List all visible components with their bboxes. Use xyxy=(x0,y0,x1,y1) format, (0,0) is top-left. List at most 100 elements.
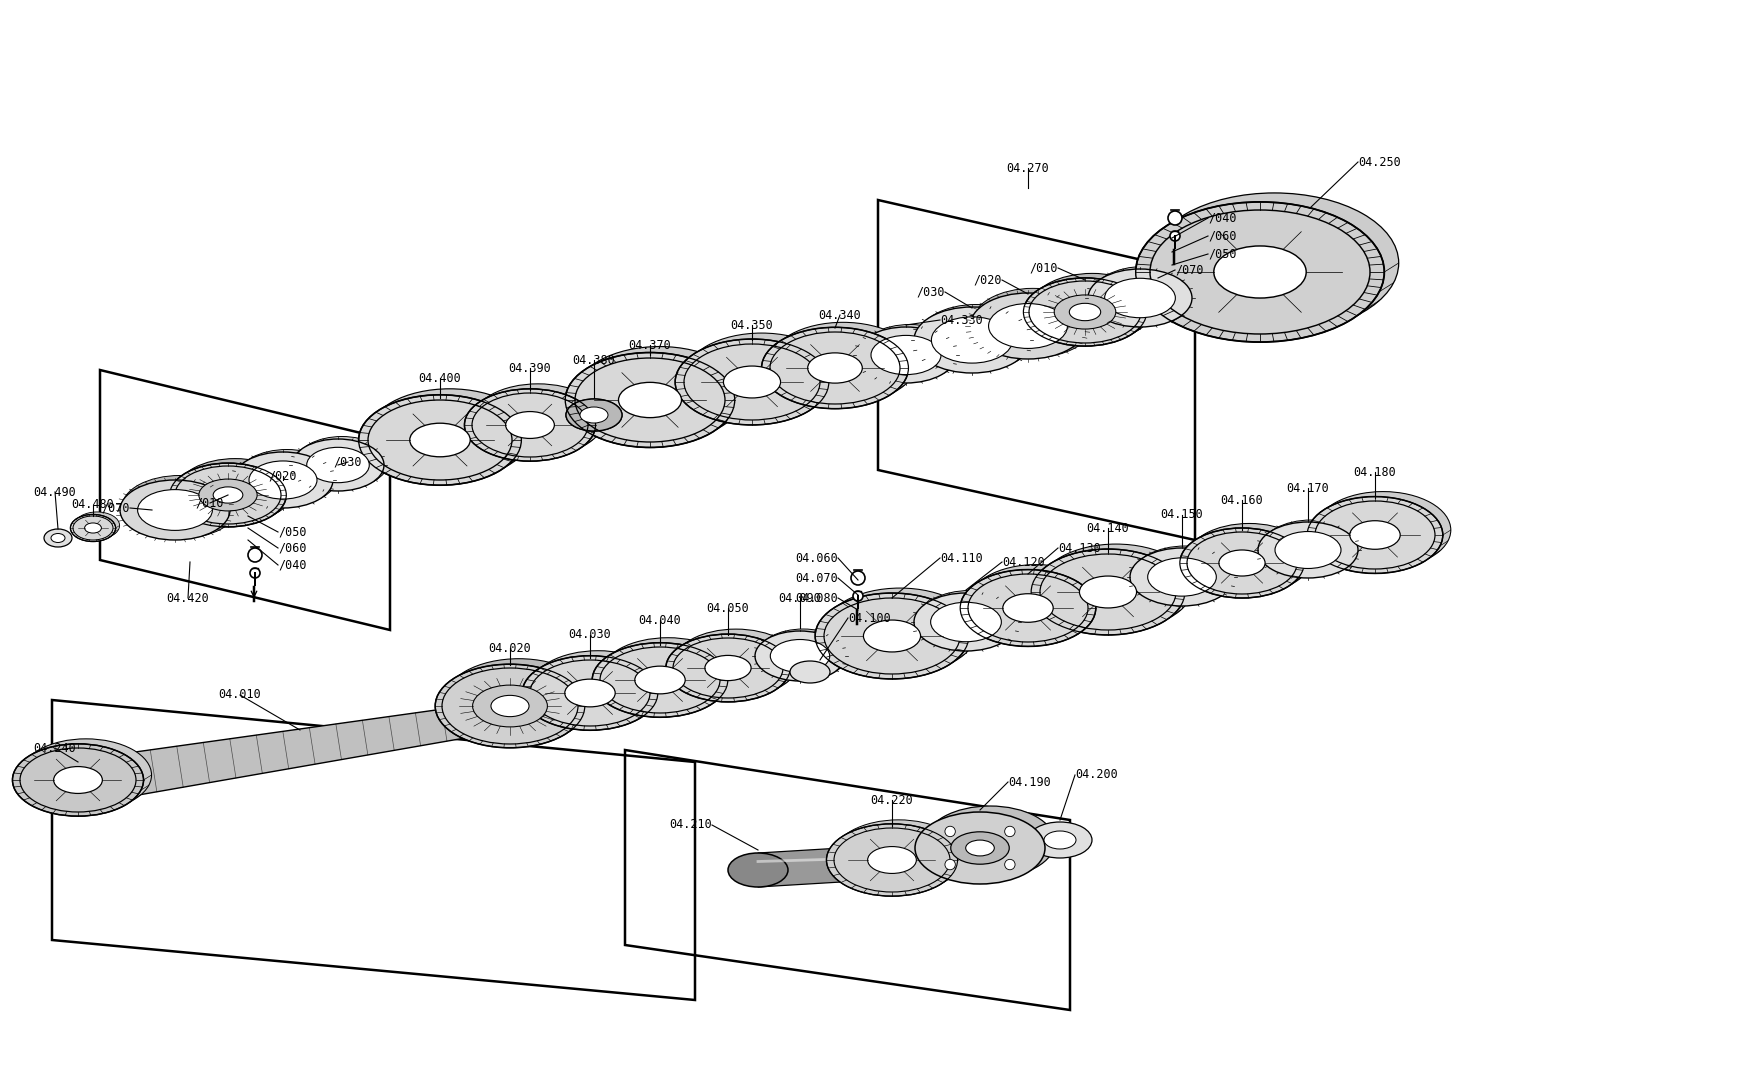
Circle shape xyxy=(944,826,955,837)
Ellipse shape xyxy=(292,439,384,491)
Ellipse shape xyxy=(54,766,103,794)
Text: 04.340: 04.340 xyxy=(817,308,861,321)
Ellipse shape xyxy=(755,631,845,681)
Ellipse shape xyxy=(1038,544,1193,630)
Ellipse shape xyxy=(473,685,548,727)
Text: 04.050: 04.050 xyxy=(706,601,750,614)
Ellipse shape xyxy=(1104,278,1174,318)
Ellipse shape xyxy=(233,452,332,508)
Ellipse shape xyxy=(666,635,790,702)
Ellipse shape xyxy=(574,347,744,442)
Circle shape xyxy=(250,568,259,578)
Ellipse shape xyxy=(70,515,115,541)
Text: 04.400: 04.400 xyxy=(419,371,461,384)
Text: 04.200: 04.200 xyxy=(1075,768,1116,781)
Ellipse shape xyxy=(565,399,621,431)
Text: 04.160: 04.160 xyxy=(1221,493,1263,506)
Ellipse shape xyxy=(967,565,1103,641)
Ellipse shape xyxy=(591,384,647,416)
Ellipse shape xyxy=(591,643,727,717)
Ellipse shape xyxy=(675,339,828,425)
Text: /020: /020 xyxy=(972,274,1002,287)
Ellipse shape xyxy=(473,384,603,456)
Ellipse shape xyxy=(617,382,682,417)
Text: 04.210: 04.210 xyxy=(670,819,711,831)
Ellipse shape xyxy=(704,656,751,681)
Ellipse shape xyxy=(673,629,798,697)
Text: 04.350: 04.350 xyxy=(730,319,772,332)
Ellipse shape xyxy=(1261,520,1360,576)
Polygon shape xyxy=(915,842,1054,849)
Ellipse shape xyxy=(21,739,151,811)
Text: 04.380: 04.380 xyxy=(572,353,616,367)
Ellipse shape xyxy=(1029,274,1153,341)
Ellipse shape xyxy=(92,769,125,786)
Text: /050: /050 xyxy=(278,525,306,538)
Ellipse shape xyxy=(685,333,838,419)
Text: 04.170: 04.170 xyxy=(1285,482,1329,494)
Ellipse shape xyxy=(814,593,969,679)
Ellipse shape xyxy=(214,487,243,503)
Ellipse shape xyxy=(918,305,1033,370)
Ellipse shape xyxy=(1275,532,1341,568)
Ellipse shape xyxy=(177,459,294,522)
Ellipse shape xyxy=(949,831,1009,865)
Text: /070: /070 xyxy=(1174,263,1203,276)
Ellipse shape xyxy=(913,593,1017,651)
Ellipse shape xyxy=(988,304,1066,349)
Text: /010: /010 xyxy=(1029,261,1057,275)
Ellipse shape xyxy=(857,845,918,880)
Ellipse shape xyxy=(1315,491,1450,568)
Ellipse shape xyxy=(565,679,616,707)
Ellipse shape xyxy=(43,529,71,547)
Ellipse shape xyxy=(1023,278,1146,346)
Ellipse shape xyxy=(807,353,863,383)
Ellipse shape xyxy=(1129,548,1233,606)
Ellipse shape xyxy=(790,661,830,683)
Text: 04.330: 04.330 xyxy=(939,314,983,326)
Ellipse shape xyxy=(913,307,1029,373)
Ellipse shape xyxy=(409,424,470,457)
Ellipse shape xyxy=(170,463,287,526)
Ellipse shape xyxy=(1148,557,1216,596)
Text: 04.490: 04.490 xyxy=(33,486,77,499)
Ellipse shape xyxy=(137,490,212,531)
Circle shape xyxy=(1167,211,1181,225)
Ellipse shape xyxy=(1054,295,1115,330)
Ellipse shape xyxy=(358,395,522,485)
Text: /050: /050 xyxy=(1207,247,1236,260)
Text: 04.130: 04.130 xyxy=(1057,541,1101,554)
Ellipse shape xyxy=(1069,303,1101,321)
Ellipse shape xyxy=(565,399,621,431)
Text: 04.370: 04.370 xyxy=(628,338,671,352)
Text: 04.030: 04.030 xyxy=(569,628,610,642)
Ellipse shape xyxy=(443,659,593,743)
Ellipse shape xyxy=(930,602,1000,642)
Polygon shape xyxy=(104,703,492,799)
Ellipse shape xyxy=(863,620,920,652)
Ellipse shape xyxy=(723,366,781,398)
Ellipse shape xyxy=(1257,522,1356,578)
Ellipse shape xyxy=(122,475,238,538)
Text: 04.060: 04.060 xyxy=(795,551,838,565)
Ellipse shape xyxy=(75,511,120,539)
Ellipse shape xyxy=(1219,550,1264,576)
Circle shape xyxy=(852,591,863,601)
Circle shape xyxy=(1169,231,1179,241)
Ellipse shape xyxy=(1214,246,1306,299)
Ellipse shape xyxy=(506,412,555,439)
Text: 04.480: 04.480 xyxy=(71,499,115,511)
Ellipse shape xyxy=(859,324,960,381)
Ellipse shape xyxy=(833,820,963,892)
Text: /040: /040 xyxy=(1207,212,1236,225)
Text: 04.390: 04.390 xyxy=(508,362,551,374)
Ellipse shape xyxy=(915,812,1045,884)
Text: 04.110: 04.110 xyxy=(939,551,983,565)
Ellipse shape xyxy=(635,667,685,693)
Ellipse shape xyxy=(826,824,956,897)
Ellipse shape xyxy=(1132,546,1236,603)
Ellipse shape xyxy=(237,449,337,505)
Ellipse shape xyxy=(965,840,993,856)
Text: 04.140: 04.140 xyxy=(1085,521,1129,535)
Ellipse shape xyxy=(930,317,1012,363)
